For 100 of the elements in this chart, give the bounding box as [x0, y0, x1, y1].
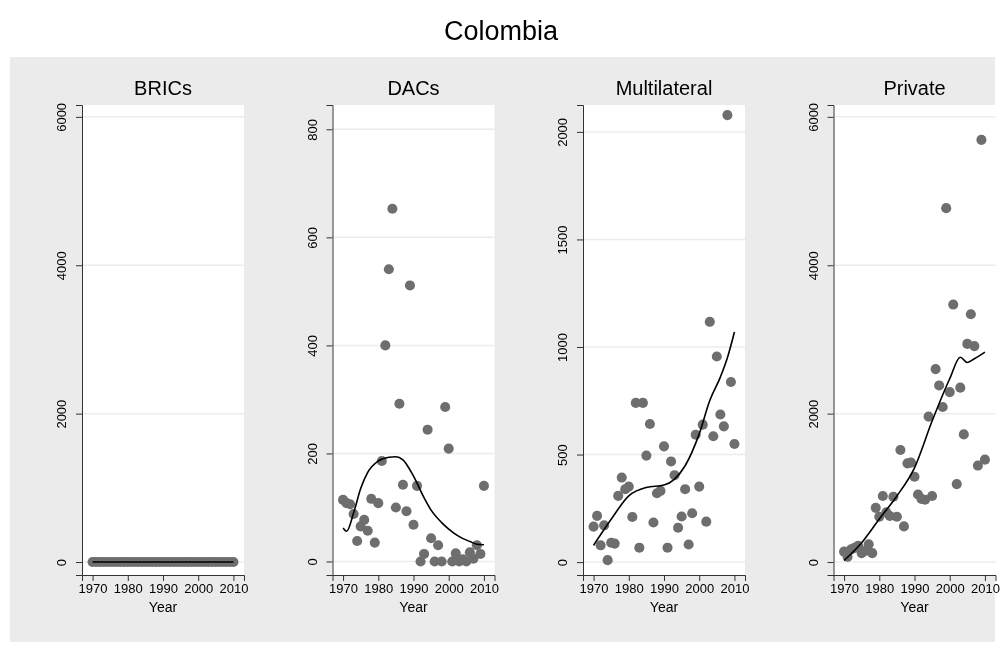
x-tick-label: 1970: [329, 581, 359, 597]
point: [362, 525, 373, 536]
point: [725, 377, 736, 388]
y-tick-label: 0: [304, 558, 320, 566]
point: [387, 203, 398, 214]
point: [969, 341, 980, 352]
point: [443, 443, 454, 454]
point: [711, 351, 722, 362]
y-tick-label: 0: [805, 558, 821, 567]
point: [718, 421, 729, 432]
line-series: [843, 351, 986, 562]
x-tick-label: 1980: [614, 581, 644, 597]
point: [870, 502, 881, 513]
point: [627, 511, 638, 522]
point: [895, 444, 906, 456]
point: [468, 553, 479, 564]
point: [704, 316, 715, 327]
point: [373, 498, 384, 509]
x-tick-label: 1990: [650, 581, 679, 597]
y-tick-label: 200: [304, 443, 320, 465]
point: [390, 502, 401, 513]
point: [937, 401, 948, 412]
y-tick-label: 400: [304, 335, 320, 357]
point: [722, 110, 733, 121]
point: [944, 387, 955, 398]
point: [404, 280, 416, 291]
point: [898, 521, 909, 532]
y-tick-label: 800: [304, 118, 320, 141]
point: [951, 479, 962, 490]
point: [673, 522, 684, 533]
point: [433, 540, 444, 551]
point: [450, 548, 461, 559]
point: [588, 521, 599, 532]
point: [426, 533, 437, 544]
point: [641, 450, 652, 461]
point: [958, 429, 969, 440]
point: [408, 519, 419, 530]
point: [648, 517, 659, 528]
point: [694, 481, 705, 492]
x-tick-label: 1980: [113, 581, 143, 597]
point: [662, 542, 673, 553]
x-tick-label: 1970: [78, 581, 108, 597]
point: [867, 548, 878, 559]
text: Colombia: [443, 16, 559, 46]
point: [687, 508, 698, 519]
y-tick-label: 2000: [54, 399, 69, 429]
y-tick-label: 6000: [54, 102, 69, 132]
point: [383, 264, 394, 275]
point: [666, 456, 677, 467]
point: [352, 535, 363, 546]
point: [644, 418, 655, 430]
x-tick-label: 2000: [685, 581, 715, 597]
point: [655, 485, 666, 496]
y-tick-label: 600: [304, 227, 320, 249]
point: [979, 454, 990, 465]
point: [955, 382, 966, 393]
point: [676, 511, 687, 522]
point: [927, 490, 938, 502]
x-tick-label: 2010: [219, 581, 249, 597]
y-tick-label: 1000: [555, 333, 570, 362]
point: [948, 299, 959, 310]
point: [397, 479, 408, 490]
point: [369, 537, 380, 548]
y-tick-label: 0: [555, 558, 570, 567]
y-tick-label: 500: [555, 444, 570, 466]
x-axis-title: Year: [399, 599, 428, 615]
x-tick-label: 2000: [184, 581, 214, 597]
point: [972, 460, 983, 471]
point: [478, 480, 489, 491]
point: [475, 548, 486, 559]
chart-title: DACs: [387, 77, 440, 99]
point: [877, 490, 888, 502]
chart-title: Private: [883, 77, 946, 99]
x-tick-label: 1990: [399, 581, 429, 597]
y-tick-label: 1500: [555, 225, 570, 255]
y-tick-label: 2000: [805, 399, 821, 429]
point: [592, 510, 603, 521]
point: [440, 401, 451, 413]
point: [715, 409, 726, 420]
point: [701, 516, 712, 527]
point: [616, 472, 627, 483]
point: [658, 441, 670, 452]
point: [934, 380, 945, 391]
x-axis-title: Year: [148, 599, 178, 615]
point: [683, 539, 694, 550]
x-tick-label: 2010: [970, 581, 1000, 597]
point: [613, 490, 624, 501]
point: [941, 203, 952, 214]
point: [422, 424, 433, 435]
point: [680, 484, 691, 495]
x-tick-label: 1990: [900, 581, 930, 597]
point: [366, 493, 377, 504]
x-tick-label: 2000: [434, 581, 464, 597]
point: [863, 539, 874, 550]
x-tick-label: 2010: [469, 581, 499, 597]
x-tick-label: 1970: [579, 581, 609, 597]
point: [401, 506, 412, 517]
point: [634, 542, 645, 553]
chart-title: Multilateral: [615, 77, 713, 99]
point: [965, 309, 976, 320]
